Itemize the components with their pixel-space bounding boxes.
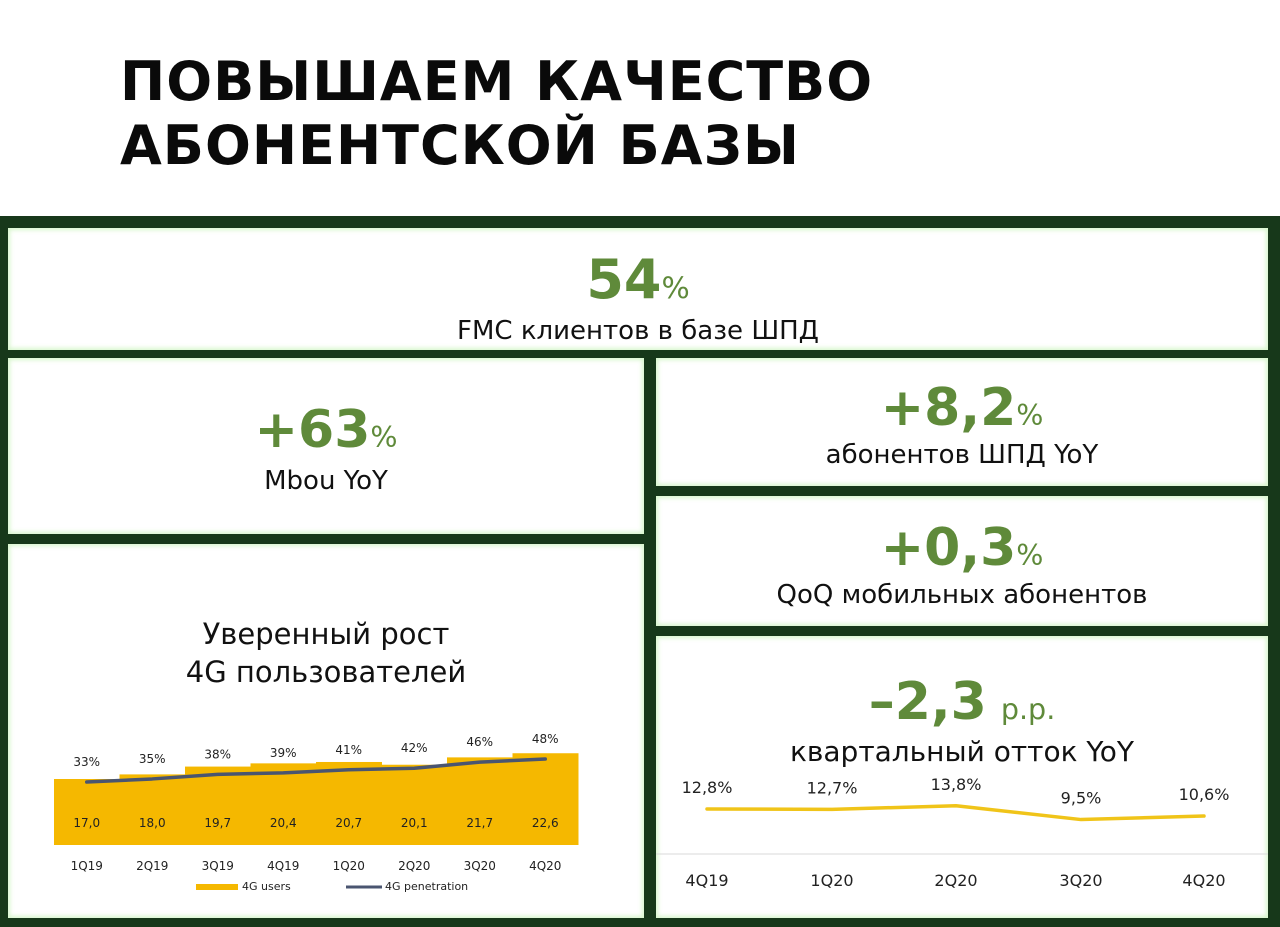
kpi-frame: 54% FMC клиентов в базе ШПД +63% Mbou Yo… <box>0 216 1280 927</box>
bar-label-1Q20: 20,7 <box>335 816 362 830</box>
bb-unit: % <box>1016 398 1044 432</box>
line-4g-penetration <box>85 757 547 784</box>
bar-4g-users-4Q20 <box>512 753 579 845</box>
legend-4g-users-swatch <box>196 884 238 890</box>
churn-x-tick-3Q20: 3Q20 <box>1059 871 1102 890</box>
x-tick-4Q19: 4Q19 <box>267 859 299 873</box>
churn-label-3Q20: 9,5% <box>1061 789 1102 808</box>
legend-4g-penetration-label: 4G penetration <box>385 880 468 893</box>
mbou-unit: % <box>370 420 398 454</box>
mbou-number: +63 <box>254 400 371 460</box>
mobile-unit: % <box>1016 538 1044 572</box>
churn-panel: –2,3 p.p. квартальный отток YoY 12,8% 12,7… <box>656 636 1268 918</box>
churn-x-tick-4Q20: 4Q20 <box>1182 871 1225 890</box>
bar-4g-users-1Q20 <box>316 761 382 845</box>
chart-4g: 17,0 1Q19 18,0 2Q19 19,7 3Q19 20,4 4Q19 20,7 1Q20… <box>54 732 579 893</box>
mbou-panel: +63% Mbou YoY <box>8 358 644 534</box>
bar-4g-users-2Q19 <box>119 774 186 845</box>
title-line-2: АБОНЕНТСКОЙ БАЗЫ <box>120 114 800 177</box>
page-title: ПОВЫШАЕМ КАЧЕСТВО АБОНЕНТСКОЙ БАЗЫ <box>120 50 873 178</box>
line-label-2Q20: 42% <box>401 741 428 755</box>
mbou-value: +63% <box>8 400 644 467</box>
fmc-unit: % <box>661 271 690 306</box>
x-tick-3Q19: 3Q19 <box>202 859 234 873</box>
line-label-4Q20: 48% <box>532 732 559 746</box>
title-line-1: ПОВЫШАЕМ КАЧЕСТВО <box>120 50 874 113</box>
bar-4g-users-3Q19 <box>185 766 251 845</box>
churn-label-4Q19: 12,8% <box>682 778 733 797</box>
bb-value: +8,2% <box>656 378 1268 445</box>
churn-x-tick-4Q19: 4Q19 <box>685 871 728 890</box>
line-label-4Q19: 39% <box>270 746 297 760</box>
line-label-3Q20: 46% <box>466 735 493 749</box>
mobile-panel: +0,3% QoQ мобильных абонентов <box>656 496 1268 626</box>
churn-x-tick-1Q20: 1Q20 <box>810 871 853 890</box>
bar-4g-users-4Q19 <box>250 763 317 845</box>
bar-4g-users-3Q20 <box>447 757 513 845</box>
x-tick-1Q19: 1Q19 <box>71 859 103 873</box>
churn-label-4Q20: 10,6% <box>1179 785 1230 804</box>
fmc-panel: 54% FMC клиентов в базе ШПД <box>8 228 1268 350</box>
bar-4g-users-1Q19 <box>54 779 120 845</box>
mobile-label: QoQ мобильных абонентов <box>776 580 1148 610</box>
line-label-1Q19: 33% <box>73 755 100 769</box>
chart-4g-panel: Уверенный рост 4G пользователей 17,0 1Q19… <box>8 544 644 918</box>
bar-label-1Q19: 17,0 <box>73 816 100 830</box>
fmc-value: 54% <box>8 250 1268 319</box>
churn-number: –2,3 <box>868 672 987 732</box>
x-tick-1Q20: 1Q20 <box>333 859 365 873</box>
churn-x-tick-2Q20: 2Q20 <box>934 871 977 890</box>
churn-label-1Q20: 12,7% <box>807 778 858 797</box>
bar-label-4Q20: 22,6 <box>532 816 559 830</box>
churn-label-2Q20: 13,8% <box>931 775 982 794</box>
bar-label-2Q20: 20,1 <box>401 816 428 830</box>
mobile-value: +0,3% <box>656 518 1268 585</box>
fmc-label: FMC клиентов в базе ШПД <box>457 316 819 346</box>
mobile-number: +0,3 <box>880 518 1017 578</box>
bar-label-2Q19: 18,0 <box>139 816 166 830</box>
bar-label-4Q19: 20,4 <box>270 816 297 830</box>
bar-4g-users-2Q20 <box>381 764 448 845</box>
chart-churn: 12,8% 12,7% 13,8% 9,5% 10,6% 4Q19 1Q20 2Q20 3Q20… <box>656 775 1268 890</box>
legend-4g-users-label: 4G users <box>242 880 291 893</box>
x-tick-3Q20: 3Q20 <box>464 859 496 873</box>
bb-panel: +8,2% абонентов ШПД YoY <box>656 358 1268 486</box>
line-label-1Q20: 41% <box>335 743 362 757</box>
bb-label: абонентов ШПД YoY <box>825 440 1099 470</box>
mbou-label: Mbou YoY <box>264 466 388 496</box>
churn-unit: p.p. <box>1000 692 1056 726</box>
churn-value: –2,3 p.p. <box>656 672 1268 739</box>
bar-label-3Q19: 19,7 <box>204 816 231 830</box>
x-tick-2Q19: 2Q19 <box>136 859 168 873</box>
bar-label-3Q20: 21,7 <box>466 816 493 830</box>
line-churn <box>705 804 1206 822</box>
line-label-3Q19: 38% <box>204 747 231 761</box>
line-label-2Q19: 35% <box>139 752 166 766</box>
bb-number: +8,2 <box>880 378 1017 438</box>
chart-4g-title-1: Уверенный рост <box>202 617 450 651</box>
fmc-number: 54 <box>586 248 662 311</box>
churn-label: квартальный отток YoY <box>789 735 1135 768</box>
chart-4g-title-2: 4G пользователей <box>185 655 467 689</box>
x-tick-4Q20: 4Q20 <box>529 859 561 873</box>
x-tick-2Q20: 2Q20 <box>398 859 430 873</box>
